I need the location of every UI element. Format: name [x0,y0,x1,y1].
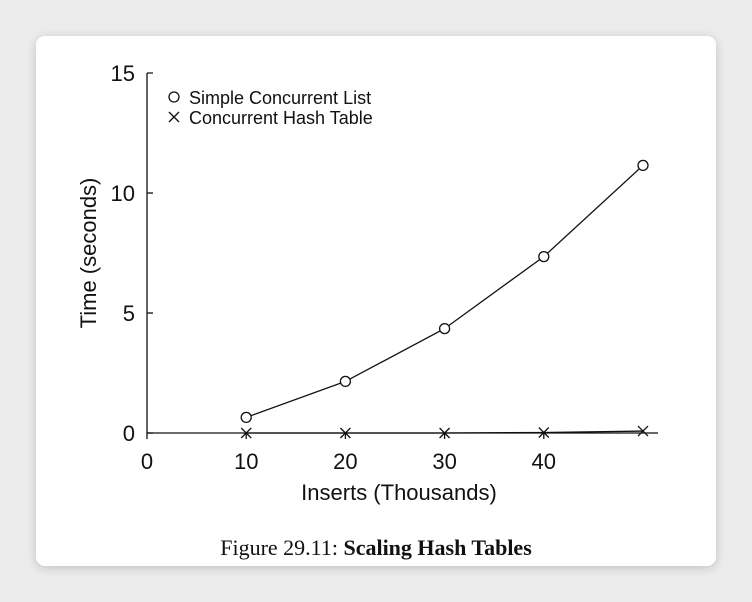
x-axis-label: Inserts (Thousands) [301,480,497,505]
x-tick-label: 10 [234,449,258,474]
x-tick-label: 20 [333,449,357,474]
circle-marker [637,159,649,172]
x-tick-label: 0 [141,449,153,474]
figure-caption: Figure 29.11: Scaling Hash Tables [36,535,716,561]
circle-marker [438,322,451,335]
figure-card: 0 5 10 15 0 10 20 30 40 Inserts (Thousands) Time (… [36,36,716,566]
circle-marker [240,411,252,424]
caption-prefix: Figure 29.11: [220,535,338,560]
x-marker [538,427,550,438]
caption-title: Scaling Hash Tables [343,535,532,560]
legend-marker-2 [168,111,180,123]
y-tick-label: 15 [111,61,135,86]
y-tick-label: 5 [123,301,135,326]
series-line-1 [245,164,644,419]
y-tick-label: 0 [123,421,135,446]
y-tick-label: 10 [111,181,135,206]
x-marker [439,427,451,439]
x-tick-label: 40 [532,449,556,474]
x-marker [240,427,252,439]
x-marker [637,425,649,437]
legend-marker-1 [168,91,180,103]
y-axis-label: Time (seconds) [76,178,101,329]
x-marker [339,427,351,439]
legend-label-2: Concurrent Hash Table [189,108,373,128]
x-tick-label: 30 [432,449,456,474]
legend-label-1: Simple Concurrent List [189,88,371,108]
chart: 0 5 10 15 0 10 20 30 40 Inserts (Thousands) Time (… [76,61,658,505]
circle-marker [538,250,550,263]
circle-marker [339,375,352,388]
